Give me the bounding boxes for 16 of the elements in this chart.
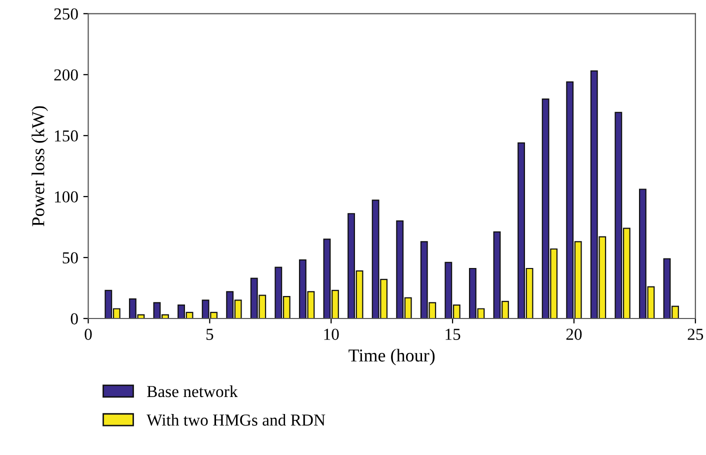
x-tick-label: 15 [446,328,460,340]
y-tick-label: 50 [62,252,78,264]
y-tick-label: 250 [54,8,78,20]
legend-label: Base network [147,385,238,398]
x-tick-label: 0 [84,328,92,340]
x-tick-label: 10 [324,328,339,340]
x-tick-label: 5 [206,328,214,340]
y-tick-label: 150 [54,130,78,142]
x-axis-title: Time (hour) [348,348,435,366]
y-tick-label: 100 [54,191,78,203]
x-tick-label: 20 [566,328,582,340]
y-tick-label: 200 [54,69,78,81]
legend-label: With two HMGs and RDN [146,414,326,426]
y-axis-title: Power loss (kW) [32,106,48,226]
y-tick-label: 0 [70,313,78,324]
x-tick-label: 25 [688,328,704,340]
